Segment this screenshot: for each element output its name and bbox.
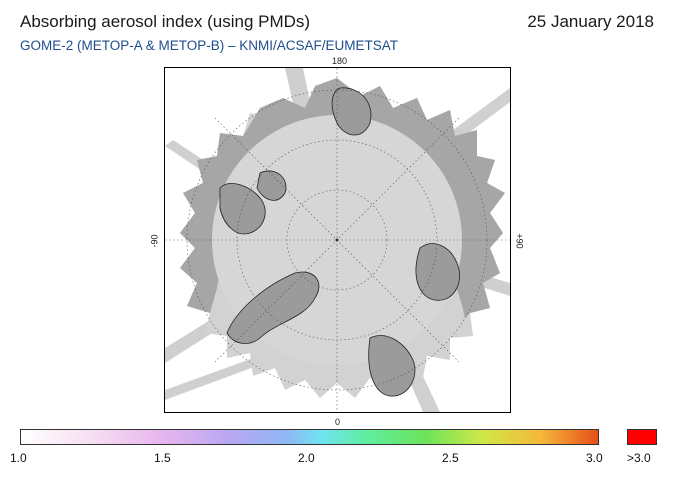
polar-night-zone <box>180 78 505 318</box>
longitude-label-left: -90 <box>149 234 160 248</box>
greenland-landmass <box>226 271 320 344</box>
polar-map-svg <box>165 68 510 412</box>
scandinavia-landmass <box>368 335 416 397</box>
alaska-landmass <box>331 87 372 136</box>
north-pole-marker <box>335 238 339 242</box>
colorbar-tick-2-5: 2.5 <box>442 451 459 465</box>
colorbar <box>20 429 599 445</box>
polar-map <box>164 67 511 413</box>
colorbar-tick-1-5: 1.5 <box>154 451 171 465</box>
colorbar-tick-3-0: 3.0 <box>586 451 603 465</box>
canada-islands <box>256 170 287 201</box>
map-title: Absorbing aerosol index (using PMDs) <box>20 12 311 31</box>
longitude-label-top: 180 <box>332 56 348 66</box>
colorbar-overflow-label: >3.0 <box>627 451 651 465</box>
longitude-label-right: +90 <box>514 233 525 249</box>
canada-archipelago <box>219 183 266 235</box>
longitude-label-bottom: 0 <box>335 417 341 427</box>
colorbar-overflow-swatch <box>627 429 657 445</box>
map-date: 25 January 2018 <box>527 12 654 31</box>
colorbar-tick-1-0: 1.0 <box>10 451 27 465</box>
land-masses <box>219 87 460 397</box>
siberia-landmass <box>415 243 460 301</box>
map-subtitle: GOME-2 (METOP-A & METOP-B) – KNMI/ACSAF/… <box>20 38 399 53</box>
colorbar-tick-2-0: 2.0 <box>298 451 315 465</box>
